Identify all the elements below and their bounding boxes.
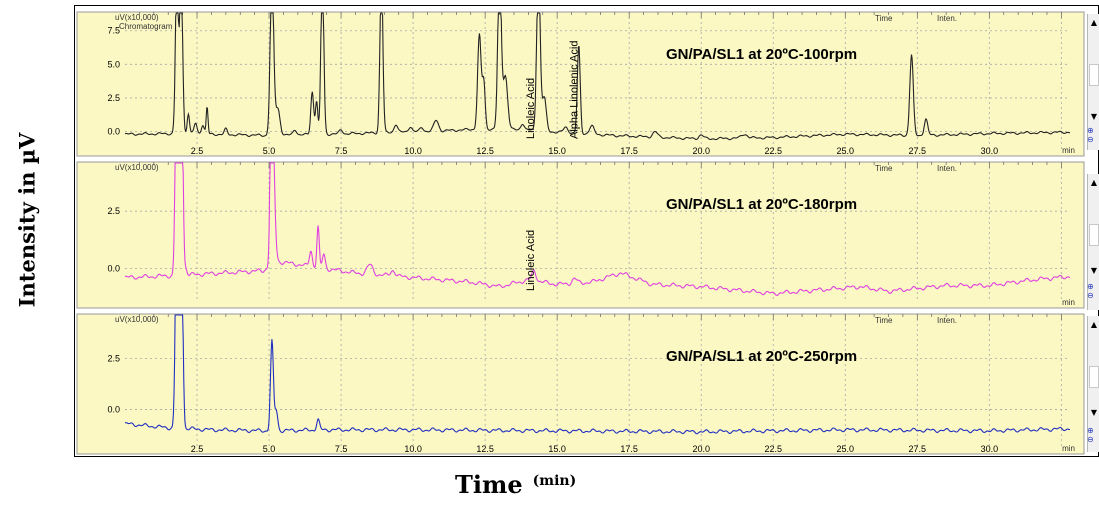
panel-background [76,161,1085,309]
scroll-up-icon[interactable]: ▲ [1090,178,1098,187]
panel-title: GN/PA/SL1 at 20ºC-250rpm [666,348,857,365]
panel-title: GN/PA/SL1 at 20ºC-100rpm [666,46,857,63]
x-tick-label: 25.0 [837,146,855,156]
x-tick-label: 17.5 [620,146,638,156]
scale-label: uV(x10,000) [115,163,159,172]
x-axis-title: Time (min) [455,470,576,499]
zoom-icon[interactable]: ⊕ ⊖ [1087,282,1094,300]
panel-background [76,313,1085,455]
x-tick-label: 22.5 [764,444,782,454]
x-tick-label: 17.5 [620,444,638,454]
x-tick-label: 2.5 [191,444,204,454]
scroll-thumb[interactable] [1089,366,1099,388]
x-tick-label: 20.0 [692,146,710,156]
x-tick-label: 25.0 [837,444,855,454]
panel-title: GN/PA/SL1 at 20ºC-180rpm [666,196,857,213]
y-tick-label: 0.0 [107,263,120,273]
y-tick-label: 2.5 [107,93,120,103]
y-tick-label: 0.0 [107,404,120,414]
zoom-icon[interactable]: ⊕ ⊖ [1087,126,1094,144]
panel-3: 2.5 0.0 uV(x10,000) Time Inten. min GN/PA/SL1 … [76,313,1085,455]
y-tick-label: 2.5 [107,354,120,364]
legend-inten: Inten. [937,164,957,173]
x-tick-label: 27.5 [909,146,927,156]
panel1-scrollbar[interactable]: ▲ ▼ [1087,14,1099,150]
x-tick-label: 7.5 [335,444,348,454]
chromatogram-window: 7.5 5.0 2.5 0.0 uV(x10,000) Chromatogram Time I… [74,5,1099,457]
scale-label: uV(x10,000) [115,13,159,22]
x-tick-label: 5.0 [263,146,276,156]
panel2-scrollbar[interactable]: ▲ ▼ [1087,174,1099,310]
peak-annotation: Alpha Linolenic Acid [568,41,580,139]
y-tick-label: 7.5 [107,26,120,36]
x-tick-label: 27.5 [909,444,927,454]
chromatogram-trace [124,12,1070,141]
y-tick-label: 5.0 [107,59,120,69]
scale-label: uV(x10,000) [115,315,159,324]
x-axis-label: Time [455,470,523,499]
x-tick-label: 20.0 [692,444,710,454]
scroll-down-icon[interactable]: ▼ [1090,266,1098,275]
scroll-down-icon[interactable]: ▼ [1090,408,1098,417]
scroll-thumb[interactable] [1089,64,1099,86]
x-tick-label: 22.5 [764,146,782,156]
chromatogram-label: Chromatogram [119,22,173,31]
x-tick-label: 30.0 [981,146,999,156]
legend-inten: Inten. [937,316,957,325]
x-tick-label: 5.0 [263,444,276,454]
legend-inten: Inten. [937,14,957,23]
scroll-down-icon[interactable]: ▼ [1090,112,1098,121]
x-axis-unit: (min) [532,473,577,489]
zoom-icon[interactable]: ⊕ ⊖ [1087,426,1094,444]
x-tick-label: 30.0 [981,444,999,454]
y-tick-label: 0.0 [107,127,120,137]
x-tick-label: 2.5 [191,146,204,156]
legend-time: Time [875,14,893,23]
chromatogram-trace [124,162,1070,296]
x-tick-label: 10.0 [404,146,422,156]
x-unit-label: min [1062,146,1075,155]
x-tick-label: 10.0 [404,444,422,454]
x-tick-label: 12.5 [476,444,494,454]
y-axis-title: Intensity in µV [14,132,40,308]
scroll-thumb[interactable] [1089,224,1099,246]
panel-1: 7.5 5.0 2.5 0.0 uV(x10,000)Chromatogram Time I… [76,11,1085,157]
legend-time: Time [875,164,893,173]
chromatogram-trace [124,314,1071,435]
x-tick-label: 12.5 [476,146,494,156]
x-unit-label: min [1062,444,1075,453]
y-tick-label: 2.5 [107,206,120,216]
legend-time: Time [875,316,893,325]
peak-annotation: Linoleic Acid [525,230,537,291]
scroll-up-icon[interactable]: ▲ [1090,320,1098,329]
scroll-up-icon[interactable]: ▲ [1090,18,1098,27]
x-unit-label: min [1062,298,1075,307]
panel-2: 2.5 0.0 uV(x10,000) Time Inten. min GN/PA/SL1 … [76,161,1085,309]
x-tick-label: 15.0 [548,444,566,454]
peak-annotation: Linoleic Acid [525,78,537,139]
x-tick-label: 15.0 [548,146,566,156]
x-tick-label: 7.5 [335,146,348,156]
